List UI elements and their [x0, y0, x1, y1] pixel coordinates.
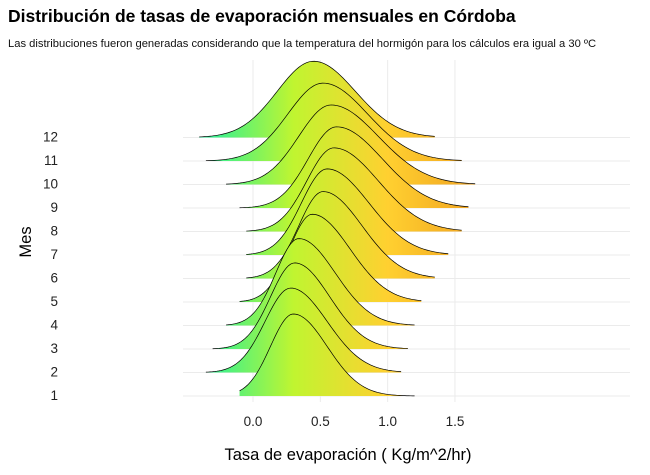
y-tick-label: 1 [50, 388, 58, 403]
ridge-month-1 [239, 313, 415, 397]
ridge-outline [239, 313, 415, 397]
x-axis-label: Tasa de evaporación ( Kg/m^2/hr) [224, 446, 471, 464]
ridge-outline [239, 126, 469, 209]
y-tick-label: 11 [44, 153, 58, 168]
ridge-outline [226, 238, 415, 326]
ridge-outline [212, 262, 408, 350]
ridge-outline [205, 287, 402, 373]
ridge-fill [239, 314, 415, 396]
y-tick-label: 12 [43, 130, 58, 145]
y-tick-label: 4 [50, 318, 58, 333]
y-tick-label: 7 [50, 247, 58, 262]
y-tick-label: 10 [43, 177, 58, 192]
chart-title: Distribución de tasas de evaporación men… [8, 6, 516, 26]
chart-subtitle: Las distribuciones fueron generadas cons… [8, 38, 597, 50]
ridge-outline [246, 168, 449, 255]
ridge-outline [246, 147, 462, 232]
x-tick-label: 0.5 [311, 414, 330, 429]
ridge-outline [246, 191, 435, 279]
y-tick-label: 9 [50, 200, 58, 215]
ridges [199, 60, 476, 397]
x-tick-label: 1.5 [446, 414, 465, 429]
y-tick-label: 6 [50, 271, 58, 286]
ridge-outline [199, 60, 435, 138]
ridge-outline [226, 104, 476, 185]
y-tick-label: 8 [50, 224, 58, 239]
y-axis-label: Mes [17, 226, 35, 257]
x-tick-label: 0.0 [244, 414, 263, 429]
y-tick-label: 3 [50, 341, 58, 356]
y-tick-label: 2 [50, 365, 58, 380]
x-tick-label: 1.0 [378, 414, 397, 429]
y-tick-label: 5 [50, 294, 58, 309]
ridge-outline [205, 82, 462, 162]
x-tick-labels: 0.0 0.5 1.0 1.5 [244, 414, 465, 429]
